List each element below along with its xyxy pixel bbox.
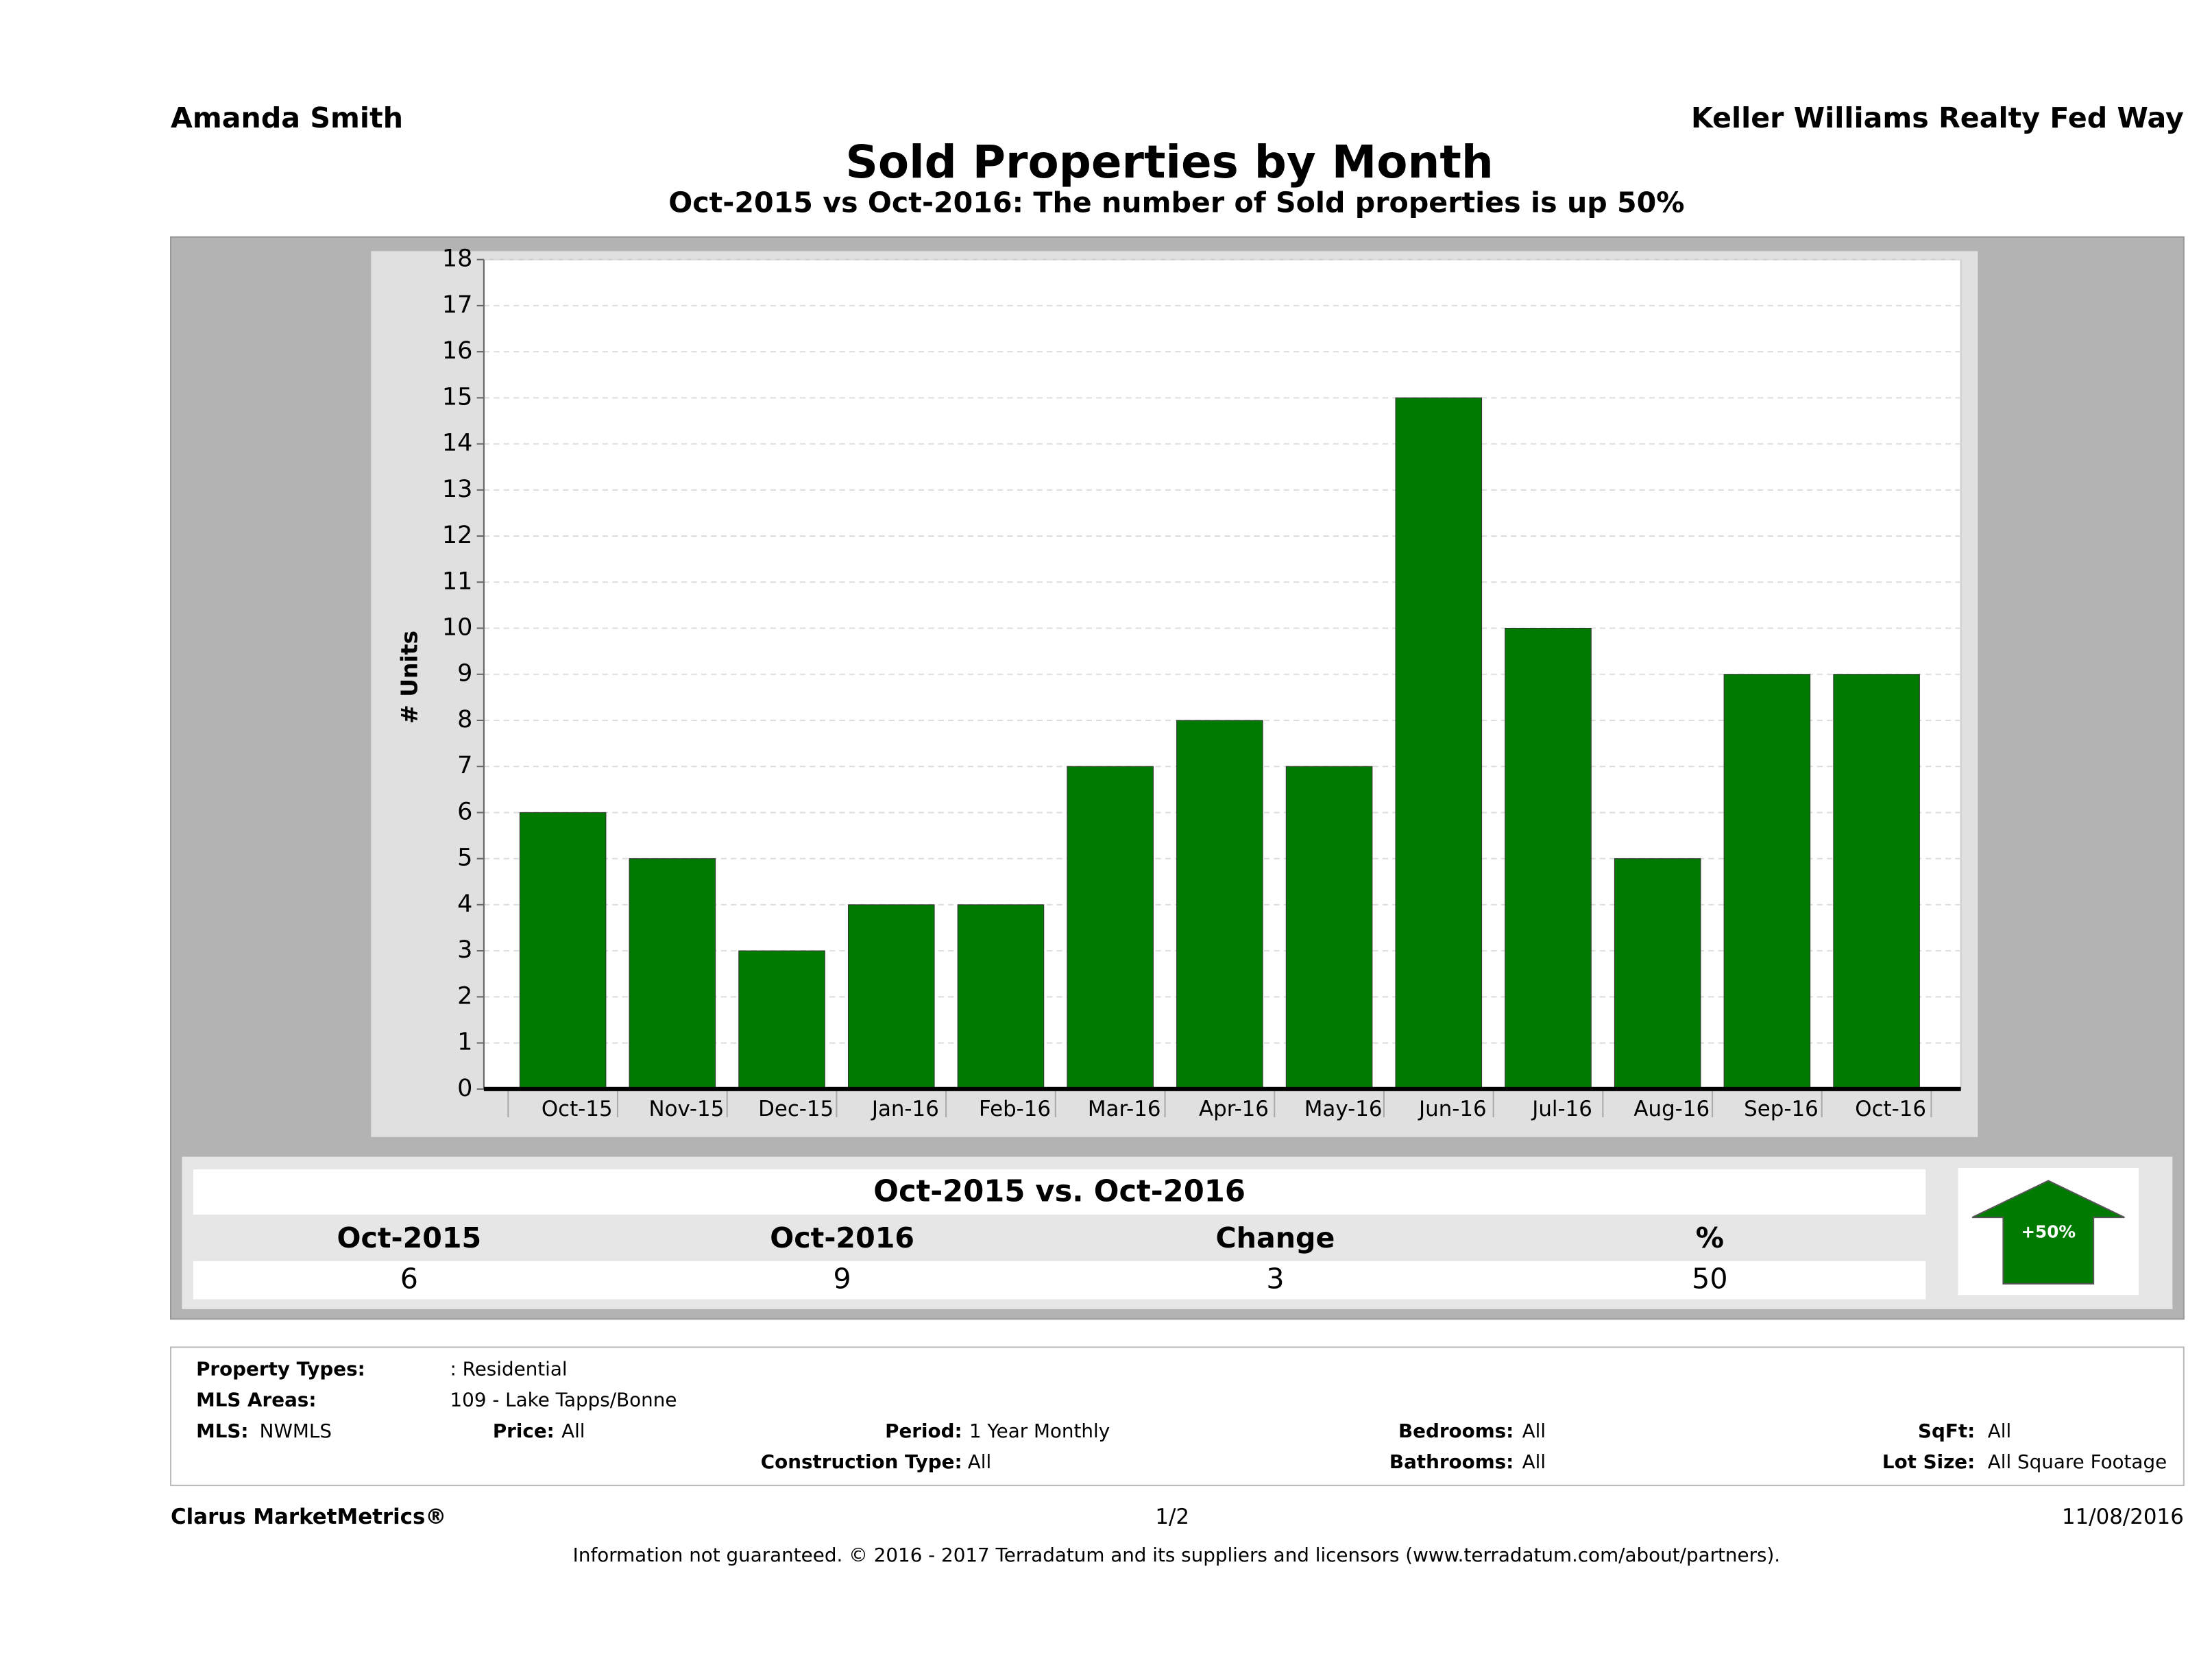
y-tick-label: 1 [457,1029,472,1056]
y-tick-label: 4 [457,890,472,918]
up-arrow [1971,1180,2125,1285]
y-tick-label: 6 [457,798,472,825]
bar [1833,674,1920,1090]
summary-value-row [193,1261,1926,1300]
criteria-value: 109 - Lake Tapps/Bonne [450,1389,677,1411]
y-tick-label: 15 [442,383,473,411]
brokerage: Keller Williams Realty Fed Way [1691,101,2184,134]
summary-header: Change [1215,1221,1335,1254]
criteria-value: 1 Year Monthly [969,1420,1110,1442]
footer-brand: Clarus MarketMetrics® [171,1505,446,1529]
criteria-label: Construction Type: [761,1450,962,1473]
y-tick-label: 17 [442,291,473,319]
bar [738,950,825,1090]
chart-title: Sold Properties by Month [845,136,1493,189]
summary-title-row [193,1169,1926,1215]
criteria-label: MLS Areas: [196,1389,316,1411]
x-tick-label: Sep-16 [1744,1097,1819,1121]
summary-value: 3 [1266,1263,1284,1296]
x-tick-label: Nov-15 [649,1097,725,1121]
criteria-label: SqFt: [1918,1420,1975,1442]
criteria-label: Property Types: [196,1357,365,1380]
chart-subtitle: Oct-2015 vs Oct-2016: The number of Sold… [668,186,1684,219]
criteria-label: Lot Size: [1882,1450,1975,1473]
criteria-label: Price: [493,1420,555,1442]
x-tick-label: May-16 [1304,1097,1383,1121]
x-tick-label: Jul-16 [1531,1097,1592,1121]
x-tick-label: Oct-16 [1855,1097,1926,1121]
y-tick-label: 2 [457,982,472,1010]
y-tick-label: 18 [442,245,473,273]
y-tick-label: 7 [457,752,472,779]
bar [1395,397,1483,1090]
y-tick-label: 8 [457,706,472,733]
criteria-value: All [1522,1450,1546,1473]
summary-value: 6 [400,1263,418,1296]
y-tick-label: 16 [442,337,473,365]
y-tick-label: 9 [457,660,472,688]
summary-header: Oct-2016 [770,1221,914,1254]
summary-title: Oct-2015 vs. Oct-2016 [873,1175,1245,1209]
criteria-label: Bathrooms: [1389,1450,1514,1473]
y-tick-label: 14 [442,430,473,457]
criteria-label: Period: [885,1420,962,1442]
disclaimer: Information not guaranteed. © 2016 - 201… [573,1544,1780,1566]
x-tick-label: Mar-16 [1088,1097,1161,1121]
bar [1067,766,1154,1090]
bar [1723,674,1811,1090]
criteria-value: All [561,1420,585,1442]
criteria-value: NWMLS [260,1420,332,1442]
criteria-value: : Residential [450,1357,568,1380]
criteria-value: All [1522,1420,1546,1442]
criteria-label: Bedrooms: [1398,1420,1514,1442]
summary-header: % [1696,1221,1724,1254]
x-tick-label: Jan-16 [871,1097,939,1121]
criteria-value: All [1988,1420,2011,1442]
criteria-value: All Square Footage [1988,1450,2167,1473]
footer-page: 1/2 [1155,1505,1189,1529]
y-axis-label: # Units [396,631,422,724]
y-tick-label: 0 [457,1075,472,1102]
bar [519,812,607,1090]
x-tick-label: Feb-16 [979,1097,1051,1121]
bar [957,904,1045,1090]
y-tick-label: 12 [442,522,473,549]
bar [1505,627,1592,1090]
footer-date: 11/08/2016 [2062,1505,2184,1529]
summary-value: 9 [834,1263,851,1296]
y-tick-label: 11 [442,568,473,595]
summary-value: 50 [1692,1263,1727,1296]
y-tick-label: 13 [442,476,473,503]
bar [847,904,935,1090]
y-tick-label: 5 [457,844,472,872]
bar [629,858,716,1090]
agent-name: Amanda Smith [171,101,403,134]
x-tick-label: Aug-16 [1633,1097,1710,1121]
badge-label: +50% [2021,1222,2076,1242]
criteria-value: All [968,1450,991,1473]
bar [1614,858,1701,1090]
bar [1176,720,1263,1090]
x-tick-label: Apr-16 [1199,1097,1269,1121]
x-tick-label: Jun-16 [1418,1097,1487,1121]
x-tick-label: Oct-15 [542,1097,613,1121]
summary-header: Oct-2015 [337,1221,481,1254]
x-tick-label: Dec-15 [758,1097,834,1121]
criteria-box [169,1346,2185,1487]
y-tick-label: 3 [457,936,472,964]
bar [1285,766,1373,1090]
criteria-label: MLS: [196,1420,248,1442]
y-tick-label: 10 [442,613,473,641]
